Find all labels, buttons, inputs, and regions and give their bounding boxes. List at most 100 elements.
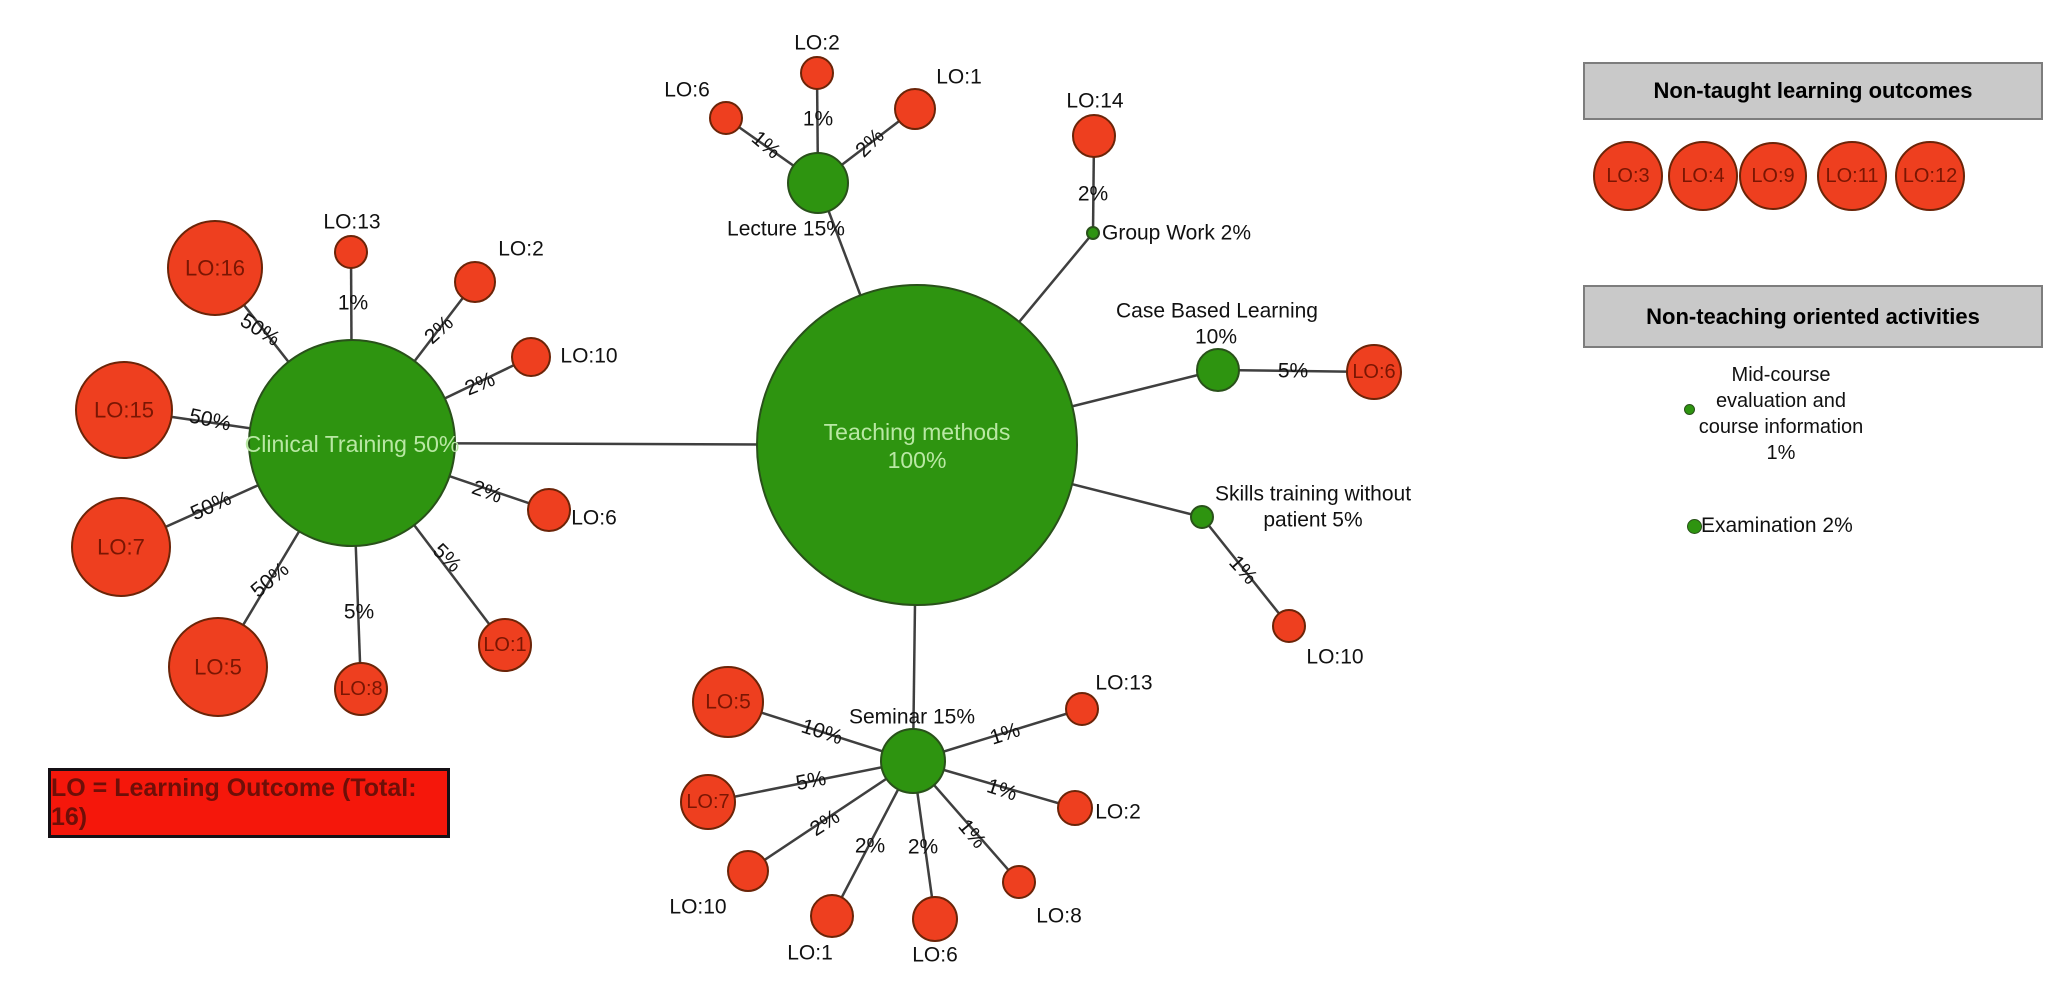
hub-label-case-based-learning: Case Based Learning [1116,300,1318,323]
non-taught-lo-node [1668,141,1738,211]
lo-label: LO:10 [560,345,617,368]
non-taught-title: Non-taught learning outcomes [1653,78,1973,103]
hub-node-teaching-methods [756,284,1078,606]
lo-label: LO:6 [1352,361,1395,383]
lo-label: LO:7 [686,791,729,813]
lo-label: LO:13 [323,211,380,234]
lo-label: LO:10 [1306,646,1363,669]
lo-node [800,56,834,90]
edge-percentage-label: 50% [187,404,233,435]
hub-label-lecture: Lecture 15% [727,218,845,241]
non-taught-lo-label: LO:11 [1826,165,1879,187]
lo-label: LO:6 [571,507,617,530]
midcourse-label-line: Mid-course [1731,364,1831,386]
lo-label: LO:5 [705,691,751,714]
non-taught-lo-label: LO:3 [1606,165,1649,187]
lo-label: LO:2 [1095,801,1141,824]
edge-percentage-label: 1% [747,126,785,163]
lo-label: LO:1 [483,634,526,656]
midcourse-label-line: course information [1698,416,1864,438]
hub-label-teaching-methods: Teaching methods [824,419,1011,445]
lo-node [75,361,173,459]
edge-percentage-label: 1% [953,815,990,853]
lo-node [167,220,263,316]
non-taught-lo-node [1739,142,1807,210]
edge-percentage-label: 2% [469,476,505,508]
midcourse-evaluation-label: Mid-course evaluation and course informati… [1661,362,1901,466]
hub-node-lecture [787,152,849,214]
lo-label: LO:13 [1095,672,1152,695]
edge-percentage-label: 5% [1278,360,1308,383]
edge-percentage-label: 1% [803,108,833,131]
edge-percentage-label: 1% [984,774,1020,805]
edge-percentage-label: 5% [794,767,828,795]
midcourse-bullet-dot [1684,404,1695,415]
lo-label: LO:8 [339,678,382,700]
hub-label-teaching-methods: 100% [888,447,947,473]
lo-node [511,337,551,377]
lo-node [1072,114,1116,158]
non-taught-lo-node [1895,141,1965,211]
lo-label: LO:5 [194,655,242,680]
edge-percentage-label: 50% [247,558,294,603]
hub-node-clinical-training [248,339,456,547]
lo-node [1272,609,1306,643]
non-taught-lo-label: LO:12 [1903,165,1957,187]
lo-label: LO:1 [787,942,833,965]
lo-label: LO:14 [1066,90,1124,113]
lo-label: LO:6 [664,79,710,102]
hub-label-seminar: Seminar 15% [849,706,975,729]
edge-percentage-label: 1% [987,718,1023,749]
edge-line [747,759,914,873]
examination-bullet-dot [1687,519,1702,534]
edge-percentage-label: 2% [855,835,885,858]
lo-node [168,617,268,717]
lo-label: LO:15 [94,398,154,423]
hub-label-skills-training: Skills training without [1215,483,1411,506]
hub-label-clinical-training: Clinical Training 50% [245,431,460,457]
non-taught-lo-label: LO:4 [1681,165,1724,187]
edge-percentage-label: 2% [851,124,889,162]
non-taught-lo-label: LO:9 [1751,165,1794,187]
legend-label: LO = Learning Outcome (Total: 16) [51,774,417,831]
non-taught-lo-node [1817,141,1887,211]
lo-node [527,488,571,532]
lo-node [1065,692,1099,726]
lo-node [727,850,769,892]
lo-node [454,261,496,303]
non-taught-header: Non-taught learning outcomes [1583,62,2043,120]
legend-box: LO = Learning Outcome (Total: 16) [48,768,450,838]
lo-label: LO:8 [1036,905,1082,928]
non-teaching-header: Non-teaching oriented activities [1583,285,2043,348]
lo-label: LO:16 [185,256,245,281]
edge-percentage-label: 1% [338,292,368,315]
lo-label: LO:10 [669,896,726,919]
edge-percentage-label: 2% [462,368,499,401]
examination-label: Examination 2% [1701,514,1853,537]
edge-percentage-label: 50% [187,487,235,526]
lo-label: LO:2 [498,238,544,261]
hub-node-skills-training [1190,505,1214,529]
lo-label: LO:6 [912,944,958,967]
lo-node [1057,790,1093,826]
lo-node [334,235,368,269]
hub-label-case-based-learning: 10% [1195,326,1237,349]
edge-percentage-label: 5% [344,601,374,624]
edge-percentage-label: 10% [798,715,845,750]
non-taught-lo-node [1593,141,1663,211]
lo-node [709,101,743,135]
lo-node [810,894,854,938]
lo-node [692,666,764,738]
edge-percentage-label: 2% [908,836,938,859]
edge-percentage-label: 5% [428,539,466,577]
lo-node [478,618,532,672]
edge-percentage-label: 2% [420,311,458,348]
edge-percentage-label: 2% [1078,183,1108,206]
hub-node-group-work [1086,226,1100,240]
lo-label: LO:1 [936,66,982,89]
hub-label-group-work: Group Work 2% [1102,222,1251,245]
lo-label: LO:2 [794,32,840,55]
edge-percentage-label: 50% [236,309,284,351]
